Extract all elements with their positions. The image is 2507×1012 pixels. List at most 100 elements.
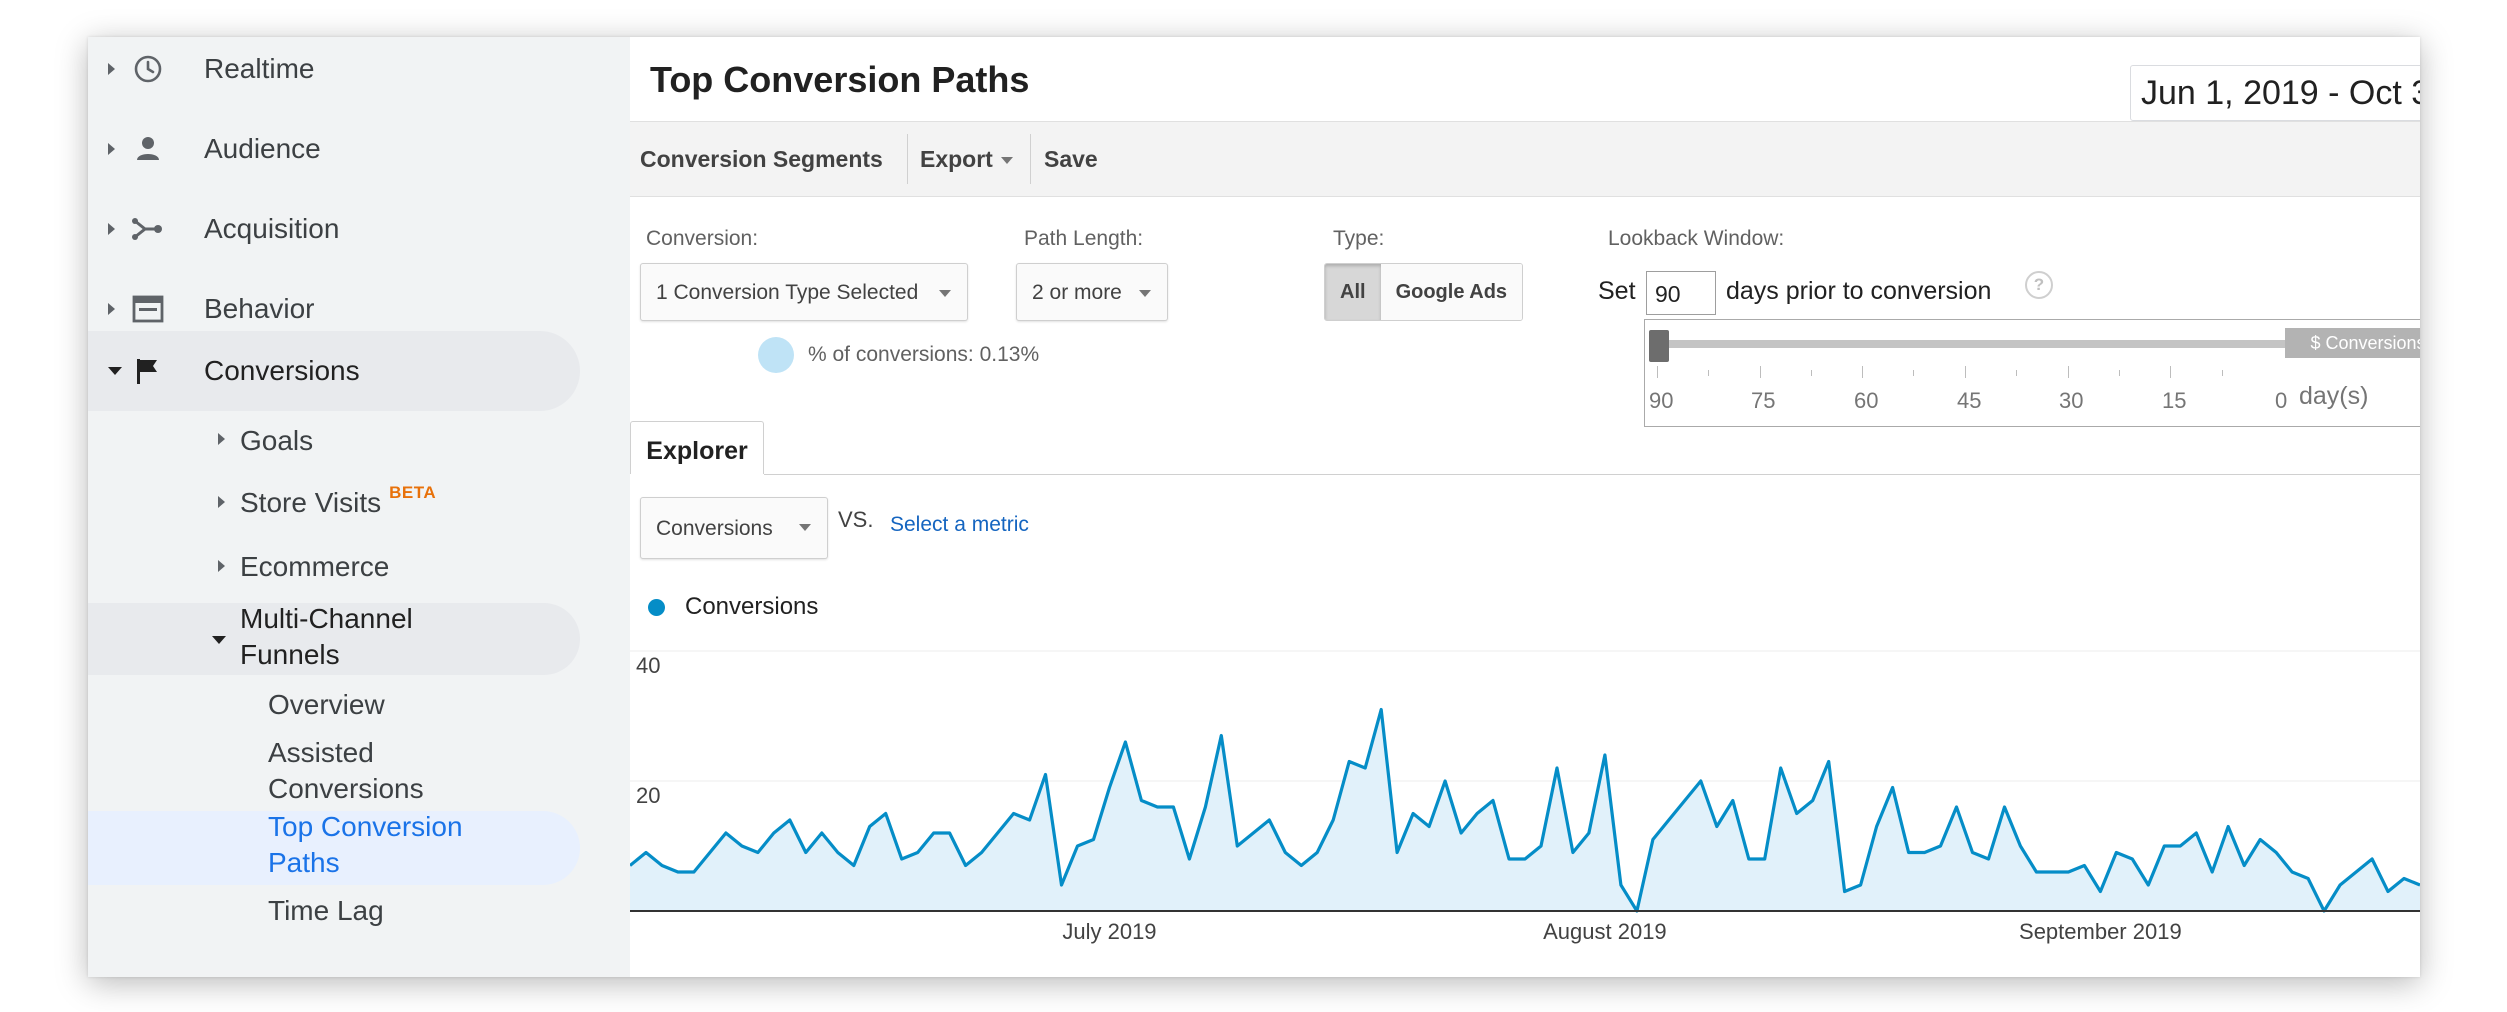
- sidebar-item-audience[interactable]: Audience: [88, 109, 630, 189]
- sidebar-item-label: Conversions: [204, 355, 360, 386]
- help-icon[interactable]: ?: [2025, 271, 2053, 299]
- metric-value: Conversions: [656, 517, 773, 540]
- slider-handle[interactable]: [1649, 330, 1669, 362]
- tab-explorer[interactable]: Explorer: [630, 421, 764, 479]
- legend-dot: [648, 598, 665, 616]
- assisted-label-line2: Conversions: [268, 773, 424, 804]
- set-label: Set: [1598, 277, 1636, 305]
- lookback-days-input[interactable]: 90: [1646, 271, 1716, 315]
- expand-caret-icon: [218, 560, 225, 572]
- slider-tick-label: 15: [2162, 388, 2187, 413]
- collapse-caret-icon: [212, 636, 226, 644]
- path-length-dropdown[interactable]: 2 or more: [1016, 263, 1168, 321]
- app-window: Realtime Audience Acquisition Behavior: [88, 37, 2420, 977]
- expand-caret-icon: [108, 303, 115, 315]
- slider-tick-label: 90: [1649, 388, 1674, 413]
- slider-tick-label: 0: [2275, 388, 2288, 413]
- export-label: Export: [920, 146, 993, 172]
- slider-tick: [1913, 370, 1914, 376]
- y-tick-label: 40: [636, 653, 660, 678]
- x-tick-label: July 2019: [1062, 919, 1156, 944]
- sidebar-item-label: Audience: [204, 133, 321, 164]
- sidebar-item-label: Behavior: [204, 293, 315, 324]
- acquisition-icon: [130, 211, 166, 247]
- conversion-percentage: % of conversions: 0.13%: [758, 337, 1039, 373]
- slider-tick: [1965, 366, 1966, 378]
- conversions-chart: 40 20 July 2019 August 2019 September 2019: [630, 650, 2420, 944]
- expand-caret-icon: [108, 63, 115, 75]
- save-button[interactable]: Save: [1044, 146, 1098, 172]
- slider-tick: [1760, 366, 1761, 378]
- slider-track[interactable]: [1657, 340, 2297, 348]
- type-toggle: All Google Ads: [1324, 263, 1524, 321]
- tcp-label-line2: Paths: [268, 847, 340, 878]
- legend-label: Conversions: [685, 593, 819, 620]
- sidebar-item-acquisition[interactable]: Acquisition: [88, 189, 630, 269]
- clock-icon: [130, 51, 166, 87]
- sidebar-item-ecommerce[interactable]: Ecommerce: [240, 551, 390, 582]
- expand-caret-icon: [108, 223, 115, 235]
- slider-tick: [1811, 370, 1812, 376]
- slider-flag: $ Conversions: [2285, 328, 2420, 358]
- slider-tick: [2119, 370, 2120, 376]
- sidebar-item-assisted-conversions[interactable]: Assisted Conversions: [268, 737, 568, 811]
- assisted-label-line1: Assisted: [268, 737, 374, 768]
- mcf-label-line2: Funnels: [240, 639, 340, 670]
- sidebar-item-time-lag[interactable]: Time Lag: [268, 895, 384, 926]
- slider-tick-label: 45: [1957, 388, 1982, 413]
- sidebar-item-conversions[interactable]: Conversions: [88, 331, 580, 411]
- type-label: Type:: [1333, 227, 1385, 250]
- series-line: [630, 707, 2420, 913]
- slider-tick-label: 30: [2059, 388, 2084, 413]
- sidebar-item-label: Acquisition: [204, 213, 340, 244]
- slider-tick: [1657, 366, 1658, 378]
- path-length-label: Path Length:: [1024, 227, 1144, 250]
- metric-dropdown[interactable]: Conversions: [640, 497, 828, 559]
- slider-tick: [2222, 370, 2223, 376]
- type-all-button[interactable]: All: [1325, 264, 1381, 320]
- sidebar-item-goals[interactable]: Goals: [240, 425, 314, 456]
- lookback-window-label: Lookback Window:: [1608, 227, 1785, 250]
- slider-tick-label: 60: [1854, 388, 1879, 413]
- chevron-down-icon: [1000, 157, 1013, 165]
- conversion-segments-button[interactable]: Conversion Segments: [640, 146, 883, 172]
- lookback-slider: $ Conversions 90 75 60 45 30 15 0 day(s): [1644, 319, 2420, 427]
- tab-divider: [630, 474, 2420, 475]
- y-tick-label: 20: [636, 783, 660, 808]
- slider-tick: [2016, 370, 2017, 376]
- flag-icon: [130, 353, 166, 389]
- mcf-label-line1: Multi-Channel: [240, 603, 413, 634]
- sidebar-item-realtime[interactable]: Realtime: [88, 37, 630, 109]
- slider-tick: [2170, 366, 2171, 378]
- conversion-type-dropdown[interactable]: 1 Conversion Type Selected: [640, 263, 968, 321]
- behavior-icon: [130, 291, 166, 327]
- sidebar-item-overview[interactable]: Overview: [268, 689, 385, 720]
- expand-caret-icon: [218, 496, 225, 508]
- date-range-picker[interactable]: Jun 1, 2019 - Oct 31, 2019: [2130, 65, 2420, 121]
- conversion-label: Conversion:: [646, 227, 759, 250]
- slider-tick: [2068, 366, 2069, 378]
- path-length-value: 2 or more: [1032, 281, 1122, 304]
- sidebar-item-behavior[interactable]: Behavior: [88, 269, 630, 349]
- tcp-label-line1: Top Conversion: [268, 811, 463, 842]
- expand-caret-icon: [108, 143, 115, 155]
- export-button[interactable]: Export: [920, 122, 1013, 196]
- sidebar-item-store-visits[interactable]: Store Visits BETA: [240, 483, 436, 519]
- main-content: Top Conversion Paths Jun 1, 2019 - Oct 3…: [630, 37, 2420, 977]
- pie-icon: [758, 337, 794, 373]
- expand-caret-icon: [218, 433, 225, 445]
- chevron-down-icon: [939, 290, 951, 297]
- slider-tick-label: 75: [1751, 388, 1776, 413]
- series-area: [630, 709, 2420, 911]
- sidebar-item-top-conversion-paths[interactable]: Top Conversion Paths: [88, 811, 580, 885]
- slider-tick: [1862, 366, 1863, 378]
- type-google-ads-button[interactable]: Google Ads: [1380, 264, 1523, 320]
- vs-label: VS.: [838, 507, 874, 532]
- slider-tick: [1708, 370, 1709, 376]
- sidebar-item-multi-channel-funnels[interactable]: Multi-Channel Funnels: [88, 603, 580, 675]
- sidebar: Realtime Audience Acquisition Behavior: [88, 37, 630, 977]
- chevron-down-icon: [1139, 290, 1151, 297]
- x-tick-label: September 2019: [2019, 919, 2182, 944]
- select-metric-link[interactable]: Select a metric: [890, 513, 1029, 536]
- conversion-percentage-text: % of conversions: 0.13%: [808, 343, 1040, 366]
